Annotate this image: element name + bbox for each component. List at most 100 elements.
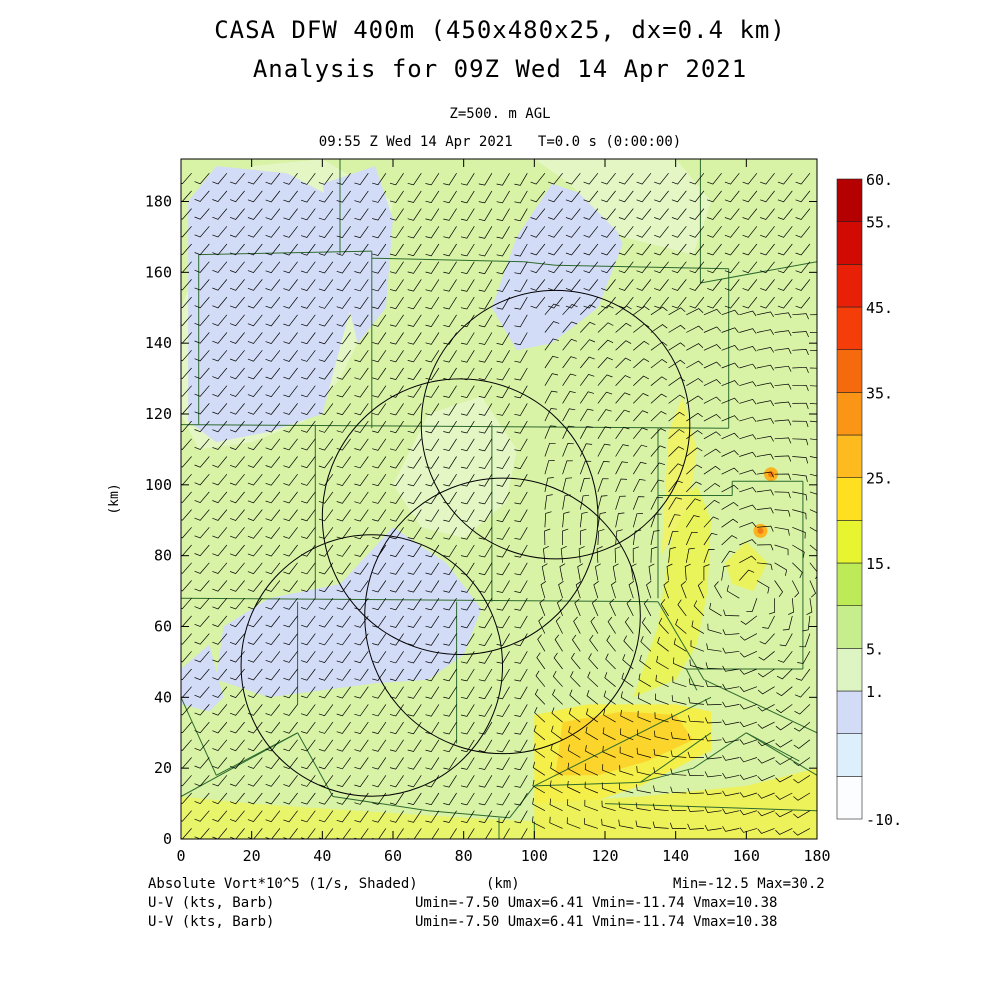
wind-barb-227 xyxy=(265,172,281,185)
wind-barb-604 xyxy=(443,226,457,239)
colorbar-swatch-9 xyxy=(836,392,863,436)
wind-barb-452 xyxy=(372,226,387,239)
wind-barb-695 xyxy=(496,633,510,646)
wind-barb-1033 xyxy=(655,693,669,705)
wind-barb-1043 xyxy=(668,514,681,528)
wind-barb-1330 xyxy=(793,828,811,836)
wind-barb-147 xyxy=(229,243,245,256)
wind-barb-1249 xyxy=(742,243,758,256)
wind-barb-833 xyxy=(548,208,563,220)
wind-barb-1244 xyxy=(756,329,775,335)
wind-barb-579 xyxy=(443,668,457,682)
vorticity-hotspot-core-1 xyxy=(757,527,764,534)
wind-barb-1233 xyxy=(756,525,774,532)
wind-barb-182 xyxy=(247,296,263,309)
county-line-28 xyxy=(428,810,510,819)
wind-barb-213 xyxy=(265,420,281,433)
wind-barb-156 xyxy=(247,757,263,769)
county-line-38 xyxy=(216,732,298,776)
wind-barb-730 xyxy=(514,686,528,700)
wind-barb-1366 xyxy=(795,190,811,203)
wind-barb-597 xyxy=(443,350,457,363)
wind-barb-935 xyxy=(615,409,631,422)
wind-barb-64 xyxy=(194,367,210,380)
wind-barb-1098 xyxy=(671,226,687,238)
wind-barb-875 xyxy=(584,799,599,812)
wind-barb-1068 xyxy=(670,750,687,758)
wind-barb-126 xyxy=(229,615,245,628)
wind-barb-1199 xyxy=(739,451,757,458)
wind-barb-355 xyxy=(336,597,351,610)
wind-barb-1212 xyxy=(724,226,740,238)
wind-barb-297 xyxy=(300,279,316,292)
wind-barb-73 xyxy=(194,208,210,220)
wind-barb-23 xyxy=(181,420,192,433)
wind-barb-438 xyxy=(372,474,387,487)
wind-barb-1184 xyxy=(722,719,740,726)
wind-barb-784 xyxy=(544,390,558,404)
wind-barb-171 xyxy=(247,491,263,504)
colorbar-swatch-2 xyxy=(836,690,863,734)
wind-barb-110 xyxy=(212,226,228,238)
wind-barb-991 xyxy=(636,766,651,776)
wind-barb-954 xyxy=(619,746,634,758)
wind-barb-1214 xyxy=(724,190,740,203)
wind-barb-469 xyxy=(389,598,404,611)
wind-barb-1099 xyxy=(671,208,687,220)
wind-barb-183 xyxy=(247,279,263,291)
wind-barb-198 xyxy=(265,686,281,699)
wind-barb-1092 xyxy=(686,325,704,333)
wind-barb-837 xyxy=(567,799,581,812)
wind-barb-690 xyxy=(496,721,510,735)
wind-barb-1104 xyxy=(687,787,704,794)
wind-barb-911 xyxy=(583,172,599,185)
wind-barb-1237 xyxy=(756,453,774,460)
wind-barb-27 xyxy=(181,350,192,362)
wind-barb-1245 xyxy=(756,311,774,318)
wind-barb-72 xyxy=(194,226,210,238)
wind-barb-484 xyxy=(389,332,404,345)
field-label: Absolute Vort*10^5 (1/s, Shaded) xyxy=(148,876,418,892)
wind-barb-708 xyxy=(496,403,510,416)
wind-barb-374 xyxy=(336,261,351,274)
wind-barb-605 xyxy=(443,208,457,221)
wind-barb-861 xyxy=(580,373,595,386)
wind-barb-112 xyxy=(212,190,228,203)
wind-barb-435 xyxy=(372,527,387,540)
wind-barb-338 xyxy=(318,226,334,239)
barb-stats-1: Umin=-7.50 Umax=6.41 Vmin=-11.74 Vmax=10… xyxy=(415,895,778,911)
wind-barb-1083 xyxy=(686,481,702,493)
colorbar-swatch-12 xyxy=(836,264,863,308)
wind-barb-304 xyxy=(318,828,334,839)
wind-barb-11 xyxy=(181,633,192,645)
colorbar-swatch-14 xyxy=(836,178,863,222)
wind-barb-616 xyxy=(460,686,475,699)
wind-barb-882 xyxy=(587,671,599,687)
wind-barb-822 xyxy=(562,391,576,404)
wind-barb-1309 xyxy=(792,526,806,539)
wind-barb-1206 xyxy=(739,328,757,334)
wind-barb-287 xyxy=(300,456,316,469)
wind-barb-1101 xyxy=(671,172,687,185)
wind-barb-468 xyxy=(389,615,404,628)
colorbar-label-3: 35. xyxy=(866,384,893,402)
wind-barb-905 xyxy=(583,279,599,291)
wind-barb-1185 xyxy=(722,701,740,708)
wind-barb-173 xyxy=(247,456,263,468)
wind-barb-755 xyxy=(514,243,528,257)
wind-barb-638 xyxy=(460,296,475,310)
wind-barb-533 xyxy=(425,810,440,823)
wind-barb-860 xyxy=(580,391,594,404)
wind-barb-877 xyxy=(584,763,599,776)
wind-barb-639 xyxy=(460,279,475,292)
wind-barb-285 xyxy=(300,491,316,504)
wind-barb-443 xyxy=(372,385,387,398)
y-tick-label-5: 100 xyxy=(145,476,172,494)
wind-barb-525 xyxy=(407,279,422,292)
wind-barb-965 xyxy=(632,546,640,563)
wind-barb-1209 xyxy=(724,279,740,291)
wind-barb-1200 xyxy=(739,434,757,440)
wind-barb-1164 xyxy=(721,397,739,404)
wind-barb-1316 xyxy=(792,402,809,410)
wind-barb-1084 xyxy=(686,464,703,475)
